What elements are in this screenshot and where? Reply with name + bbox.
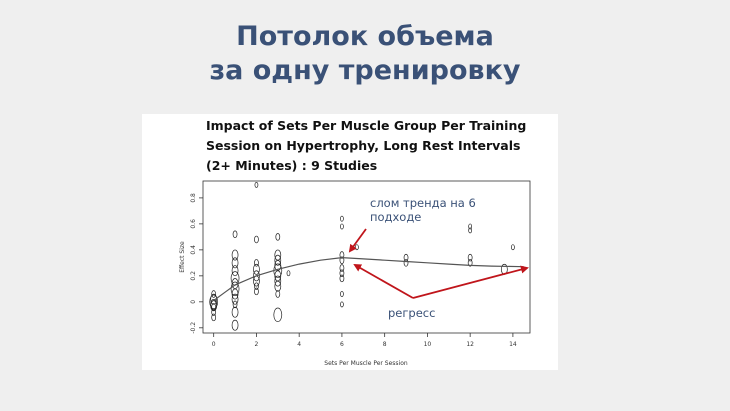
break-annotation-line1: слом тренда на 6 <box>370 196 476 210</box>
regress-arrow-left <box>353 264 414 299</box>
chart-title: Impact of Sets Per Muscle Group Per Trai… <box>206 116 536 176</box>
data-point <box>273 307 283 322</box>
data-point <box>231 319 239 331</box>
data-point <box>230 281 240 296</box>
x-tick-label: 6 <box>340 341 344 348</box>
x-tick-label: 14 <box>509 341 517 348</box>
regress-arrow-right <box>412 265 529 299</box>
data-point <box>253 263 260 275</box>
x-tick-label: 2 <box>255 341 259 348</box>
data-point <box>339 251 345 259</box>
data-point <box>403 259 409 267</box>
data-point <box>254 259 259 267</box>
chart-title-line3: (2+ Minutes) : 9 Studies <box>206 158 378 173</box>
data-point <box>467 253 473 262</box>
data-point <box>355 244 359 251</box>
data-point <box>254 235 259 244</box>
x-tick-label: 0 <box>212 341 216 348</box>
data-point <box>468 227 473 234</box>
data-point <box>511 244 515 251</box>
y-tick-label: -0.2 <box>190 322 197 334</box>
break-arrow <box>348 228 367 253</box>
data-point <box>286 270 291 277</box>
plot-frame <box>202 180 531 334</box>
y-tick-label: 0.2 <box>190 271 197 281</box>
data-point <box>467 259 473 267</box>
x-axis-label: Sets Per Muscle Per Session <box>324 360 408 367</box>
data-points <box>209 181 515 331</box>
data-point <box>211 303 217 311</box>
axes: 0 2 4 6 8 10 12 14 -0.2 0 0.2 0.4 0.6 0.8 <box>190 193 517 348</box>
x-tick-label: 4 <box>297 341 301 348</box>
trend-line <box>213 256 524 301</box>
y-tick-label: 0.6 <box>190 219 197 229</box>
y-axis-label: Effect Size <box>179 241 186 273</box>
data-point <box>254 287 259 296</box>
chart-title-line1: Impact of Sets Per Muscle Group Per Trai… <box>206 118 527 133</box>
data-point <box>274 254 282 266</box>
y-tick-label: 0.8 <box>190 193 197 203</box>
slide-title-line2: за одну тренировку <box>209 55 521 86</box>
data-point <box>210 300 218 312</box>
data-point <box>231 257 239 269</box>
data-point <box>254 181 259 188</box>
chart-figure <box>142 114 558 370</box>
data-point <box>339 264 345 272</box>
regress-annotation: регресс <box>388 306 435 320</box>
data-point <box>339 274 345 283</box>
data-point <box>232 230 238 239</box>
data-point <box>340 301 344 308</box>
data-point <box>232 300 238 309</box>
data-point <box>339 256 345 264</box>
chart-title-line2: Session on Hypertrophy, Long Rest Interv… <box>206 138 521 153</box>
data-point <box>275 290 281 298</box>
data-point <box>211 308 217 316</box>
x-tick-label: 8 <box>383 341 387 348</box>
slide-title: Потолок объема за одну тренировку <box>0 20 730 88</box>
data-point <box>231 293 239 305</box>
data-point <box>211 313 217 322</box>
data-point <box>340 215 344 222</box>
data-point <box>340 223 344 230</box>
x-tick-label: 10 <box>424 341 432 348</box>
data-point <box>231 288 239 300</box>
slide-title-line1: Потолок объема <box>236 21 494 52</box>
data-point <box>231 249 239 261</box>
data-point <box>253 270 260 282</box>
data-point <box>254 282 259 290</box>
data-point <box>339 269 345 277</box>
x-tick-label: 12 <box>466 341 474 348</box>
data-point <box>340 291 344 297</box>
y-tick-label: 0.4 <box>190 245 197 255</box>
break-annotation-line2: подходе <box>370 210 421 224</box>
y-tick-label: 0 <box>190 300 197 304</box>
data-point <box>211 290 217 298</box>
data-point <box>231 265 239 277</box>
data-point <box>210 293 218 305</box>
data-point <box>274 280 282 292</box>
data-point <box>468 223 473 230</box>
data-point <box>274 275 282 287</box>
data-point <box>231 306 239 318</box>
data-point <box>275 233 281 241</box>
